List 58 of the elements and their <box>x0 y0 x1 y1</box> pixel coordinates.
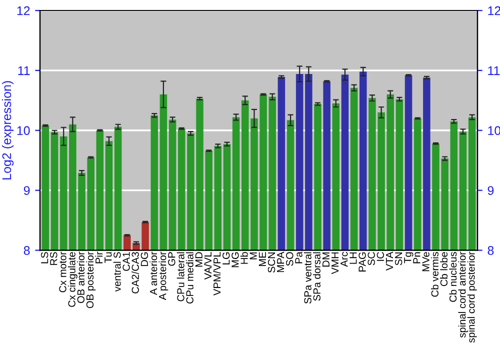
x-tick-label: A posterior <box>158 252 168 300</box>
x-tick-label: PAG <box>358 252 366 272</box>
x-tick-label: MD <box>195 252 202 267</box>
x-tick-label: LH <box>350 252 357 264</box>
x-tick-label: MVe <box>422 252 430 272</box>
x-tick-label: CPu lateral <box>176 252 184 302</box>
x-tick-label: DM <box>322 252 330 267</box>
y2-tick-label: 11 <box>488 66 500 75</box>
x-tick-label: OB posterior <box>86 252 96 308</box>
y-tick-label: 12 <box>17 6 30 16</box>
y-tick-label: 8 <box>24 246 30 255</box>
y-tick-label: 11 <box>18 66 30 75</box>
x-tick-label: SPa ventral <box>304 252 312 304</box>
x-tick-label: RS <box>50 252 58 265</box>
x-tick-label: IC <box>376 252 384 261</box>
x-tick-label: SO <box>286 252 294 266</box>
x-tick-label: GP <box>168 252 176 266</box>
x-tick-label: SN <box>394 252 402 266</box>
x-tick-label: Cb nucleus <box>449 252 457 302</box>
x-tick-label: A anterior <box>150 252 158 296</box>
x-tick-label: Cb lobe <box>440 252 448 286</box>
x-tick-label: Cb vermis <box>431 252 438 297</box>
x-tick-label: SCN <box>268 252 276 273</box>
x-tick-label: VMH <box>332 252 339 274</box>
y-tick-label: 9 <box>24 186 30 195</box>
x-tick-label: DG <box>140 252 148 266</box>
x-tick-label: spinal cord anterior <box>458 252 468 338</box>
y-tick-label: 10 <box>17 126 30 136</box>
x-tick-label: Pn <box>413 252 420 264</box>
x-tick-label: CPu medial <box>186 252 194 304</box>
x-tick-label: CA1 <box>122 252 130 271</box>
x-tick-label: Hb <box>240 252 248 264</box>
y2-tick-label: 12 <box>488 6 500 16</box>
x-tick-label: VA/VL <box>204 252 212 280</box>
x-tick-label: Cx cingulate <box>68 252 78 307</box>
x-tick-label: MPA <box>277 252 284 272</box>
y-axis-title: Log2 (expression) <box>2 81 14 180</box>
x-tick-label: M <box>250 252 257 260</box>
x-tick-label: VPM/VPL <box>213 252 221 296</box>
x-tick-label: VTA <box>386 252 393 271</box>
x-tick-label: Pir <box>95 252 103 264</box>
x-tick-label: Cx motor <box>59 252 66 292</box>
x-tick-label: MG <box>232 252 239 268</box>
y2-tick-label: 9 <box>488 186 494 195</box>
y2-tick-label: 8 <box>488 246 494 255</box>
x-tick-label: ventral S <box>113 252 121 292</box>
x-tick-label: LS <box>40 252 48 264</box>
x-tick-label: Arc <box>340 252 348 267</box>
x-tick-label: Pa <box>295 252 302 264</box>
x-tick-label: Tu <box>104 252 112 263</box>
x-tick-label: CA2/CA3 <box>131 252 139 294</box>
x-tick-label: SC <box>368 252 375 266</box>
x-tick-label: Tg <box>404 252 414 264</box>
x-tick-label: ME <box>258 252 266 266</box>
x-tick-label: LG <box>222 252 230 264</box>
x-tick-label: spinal cord posterior <box>467 252 477 343</box>
x-tick-label: SPa dorsal <box>313 252 320 301</box>
x-tick-label: OB anterior <box>77 252 84 303</box>
